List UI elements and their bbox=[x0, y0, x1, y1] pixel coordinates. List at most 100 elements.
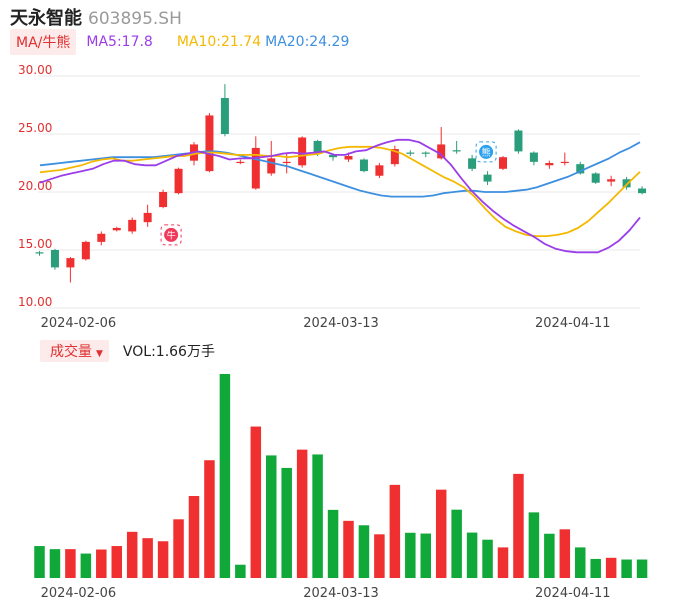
candle-body bbox=[81, 241, 90, 260]
candle bbox=[576, 161, 585, 175]
volume-bar bbox=[65, 549, 76, 578]
candle-body bbox=[128, 219, 137, 232]
candle-body bbox=[529, 152, 538, 162]
volume-bar bbox=[590, 558, 601, 578]
candle bbox=[174, 167, 183, 195]
candle-body bbox=[421, 152, 430, 154]
candle bbox=[390, 145, 399, 167]
moving-average-lines bbox=[39, 138, 641, 254]
candle-body bbox=[437, 144, 446, 159]
candle bbox=[421, 151, 430, 158]
candle bbox=[128, 217, 137, 234]
volume-bar bbox=[420, 533, 431, 578]
candle-body bbox=[298, 137, 307, 166]
candle-body bbox=[359, 159, 368, 172]
candle-body bbox=[313, 140, 322, 154]
candle-body bbox=[174, 168, 183, 194]
volume-bar bbox=[389, 484, 401, 578]
volume-bar bbox=[96, 549, 107, 578]
stock-code: 603895.SH bbox=[88, 9, 182, 29]
candle bbox=[81, 240, 90, 261]
candle bbox=[251, 136, 260, 190]
bull-signal-icon[interactable]: 牛 bbox=[160, 224, 182, 246]
volume-bar bbox=[327, 509, 339, 578]
candle-body bbox=[560, 161, 569, 164]
volume-bar bbox=[513, 473, 524, 578]
volume-bar bbox=[466, 532, 478, 578]
candle-body bbox=[406, 152, 415, 154]
candle-body bbox=[591, 173, 600, 183]
volume-bar bbox=[605, 557, 617, 578]
volume-bar bbox=[343, 520, 354, 578]
candle bbox=[282, 152, 291, 174]
candle bbox=[220, 84, 229, 137]
ma20-label: MA20:24.29 bbox=[265, 34, 350, 50]
volume-bar bbox=[80, 553, 92, 578]
volume-indicator-selector[interactable]: 成交量 ▼ bbox=[40, 340, 109, 362]
candle-body bbox=[66, 258, 75, 268]
candle bbox=[359, 158, 368, 173]
candle bbox=[560, 152, 569, 166]
date-tick-label: 2024-02-06 bbox=[41, 316, 117, 331]
ma-legend: MA/牛熊 MA5:17.8 MA10:21.74 MA20:24.29 bbox=[10, 29, 349, 55]
volume-bar bbox=[405, 532, 416, 578]
candle-body bbox=[143, 212, 152, 223]
stock-header: 天永智能 603895.SH bbox=[10, 4, 182, 29]
candle-body bbox=[97, 233, 106, 242]
price-axis-labels: 30.00 25.00 20.00 15.00 10.00 bbox=[18, 63, 52, 309]
candle bbox=[514, 129, 523, 154]
volume-date-axis: 2024-02-06 2024-03-13 2024-04-11 bbox=[41, 586, 611, 601]
volume-bar bbox=[575, 547, 586, 578]
volume-bar bbox=[281, 467, 292, 578]
volume-bar bbox=[312, 454, 323, 578]
candle-body bbox=[267, 158, 276, 174]
volume-date-tick-label: 2024-03-13 bbox=[303, 586, 379, 601]
candle-body bbox=[390, 149, 399, 165]
candle bbox=[159, 189, 168, 209]
badge-frame bbox=[160, 224, 182, 246]
date-tick-label: 2024-03-13 bbox=[303, 316, 379, 331]
candle-body bbox=[50, 250, 59, 268]
candle-body bbox=[205, 115, 214, 172]
candle-body bbox=[576, 164, 585, 174]
ma-indicator-selector[interactable]: MA/牛熊 bbox=[10, 29, 77, 55]
stock-name: 天永智能 bbox=[10, 8, 82, 29]
candle-body bbox=[638, 188, 647, 194]
candle-body bbox=[329, 154, 338, 158]
volume-bar bbox=[636, 559, 648, 578]
volume-bar bbox=[157, 541, 169, 578]
candle-body bbox=[159, 192, 168, 208]
candle bbox=[499, 156, 507, 170]
candle-body bbox=[282, 161, 291, 164]
volume-bar bbox=[49, 549, 61, 578]
candle bbox=[452, 140, 461, 154]
candle-body bbox=[344, 156, 353, 160]
volume-bar bbox=[358, 525, 370, 578]
volume-bar bbox=[235, 564, 246, 578]
price-tick-label: 15.00 bbox=[18, 237, 52, 251]
badge-label: 熊 bbox=[482, 146, 491, 158]
candle-body bbox=[499, 157, 507, 169]
ma20-line bbox=[39, 141, 641, 198]
volume-bar bbox=[204, 460, 215, 578]
badge-dot bbox=[479, 144, 494, 159]
price-tick-label: 10.00 bbox=[18, 295, 52, 309]
price-tick-label: 20.00 bbox=[18, 179, 52, 193]
candle-body bbox=[112, 227, 121, 231]
volume-bar bbox=[173, 519, 184, 578]
volume-bar bbox=[451, 509, 462, 578]
candle bbox=[375, 163, 384, 179]
badge-dot bbox=[164, 227, 179, 242]
volume-bar bbox=[250, 426, 262, 578]
bear-signal-icon[interactable]: 熊 bbox=[475, 141, 497, 163]
candle-body bbox=[251, 147, 260, 189]
candle bbox=[529, 151, 538, 166]
candle bbox=[66, 256, 75, 283]
candle-body bbox=[622, 179, 631, 188]
volume-bar bbox=[266, 455, 277, 578]
ma5-label: MA5:17.8 bbox=[86, 34, 153, 50]
candle bbox=[545, 160, 554, 169]
signal-badges: 牛熊 bbox=[160, 141, 497, 246]
volume-bar bbox=[435, 489, 447, 578]
